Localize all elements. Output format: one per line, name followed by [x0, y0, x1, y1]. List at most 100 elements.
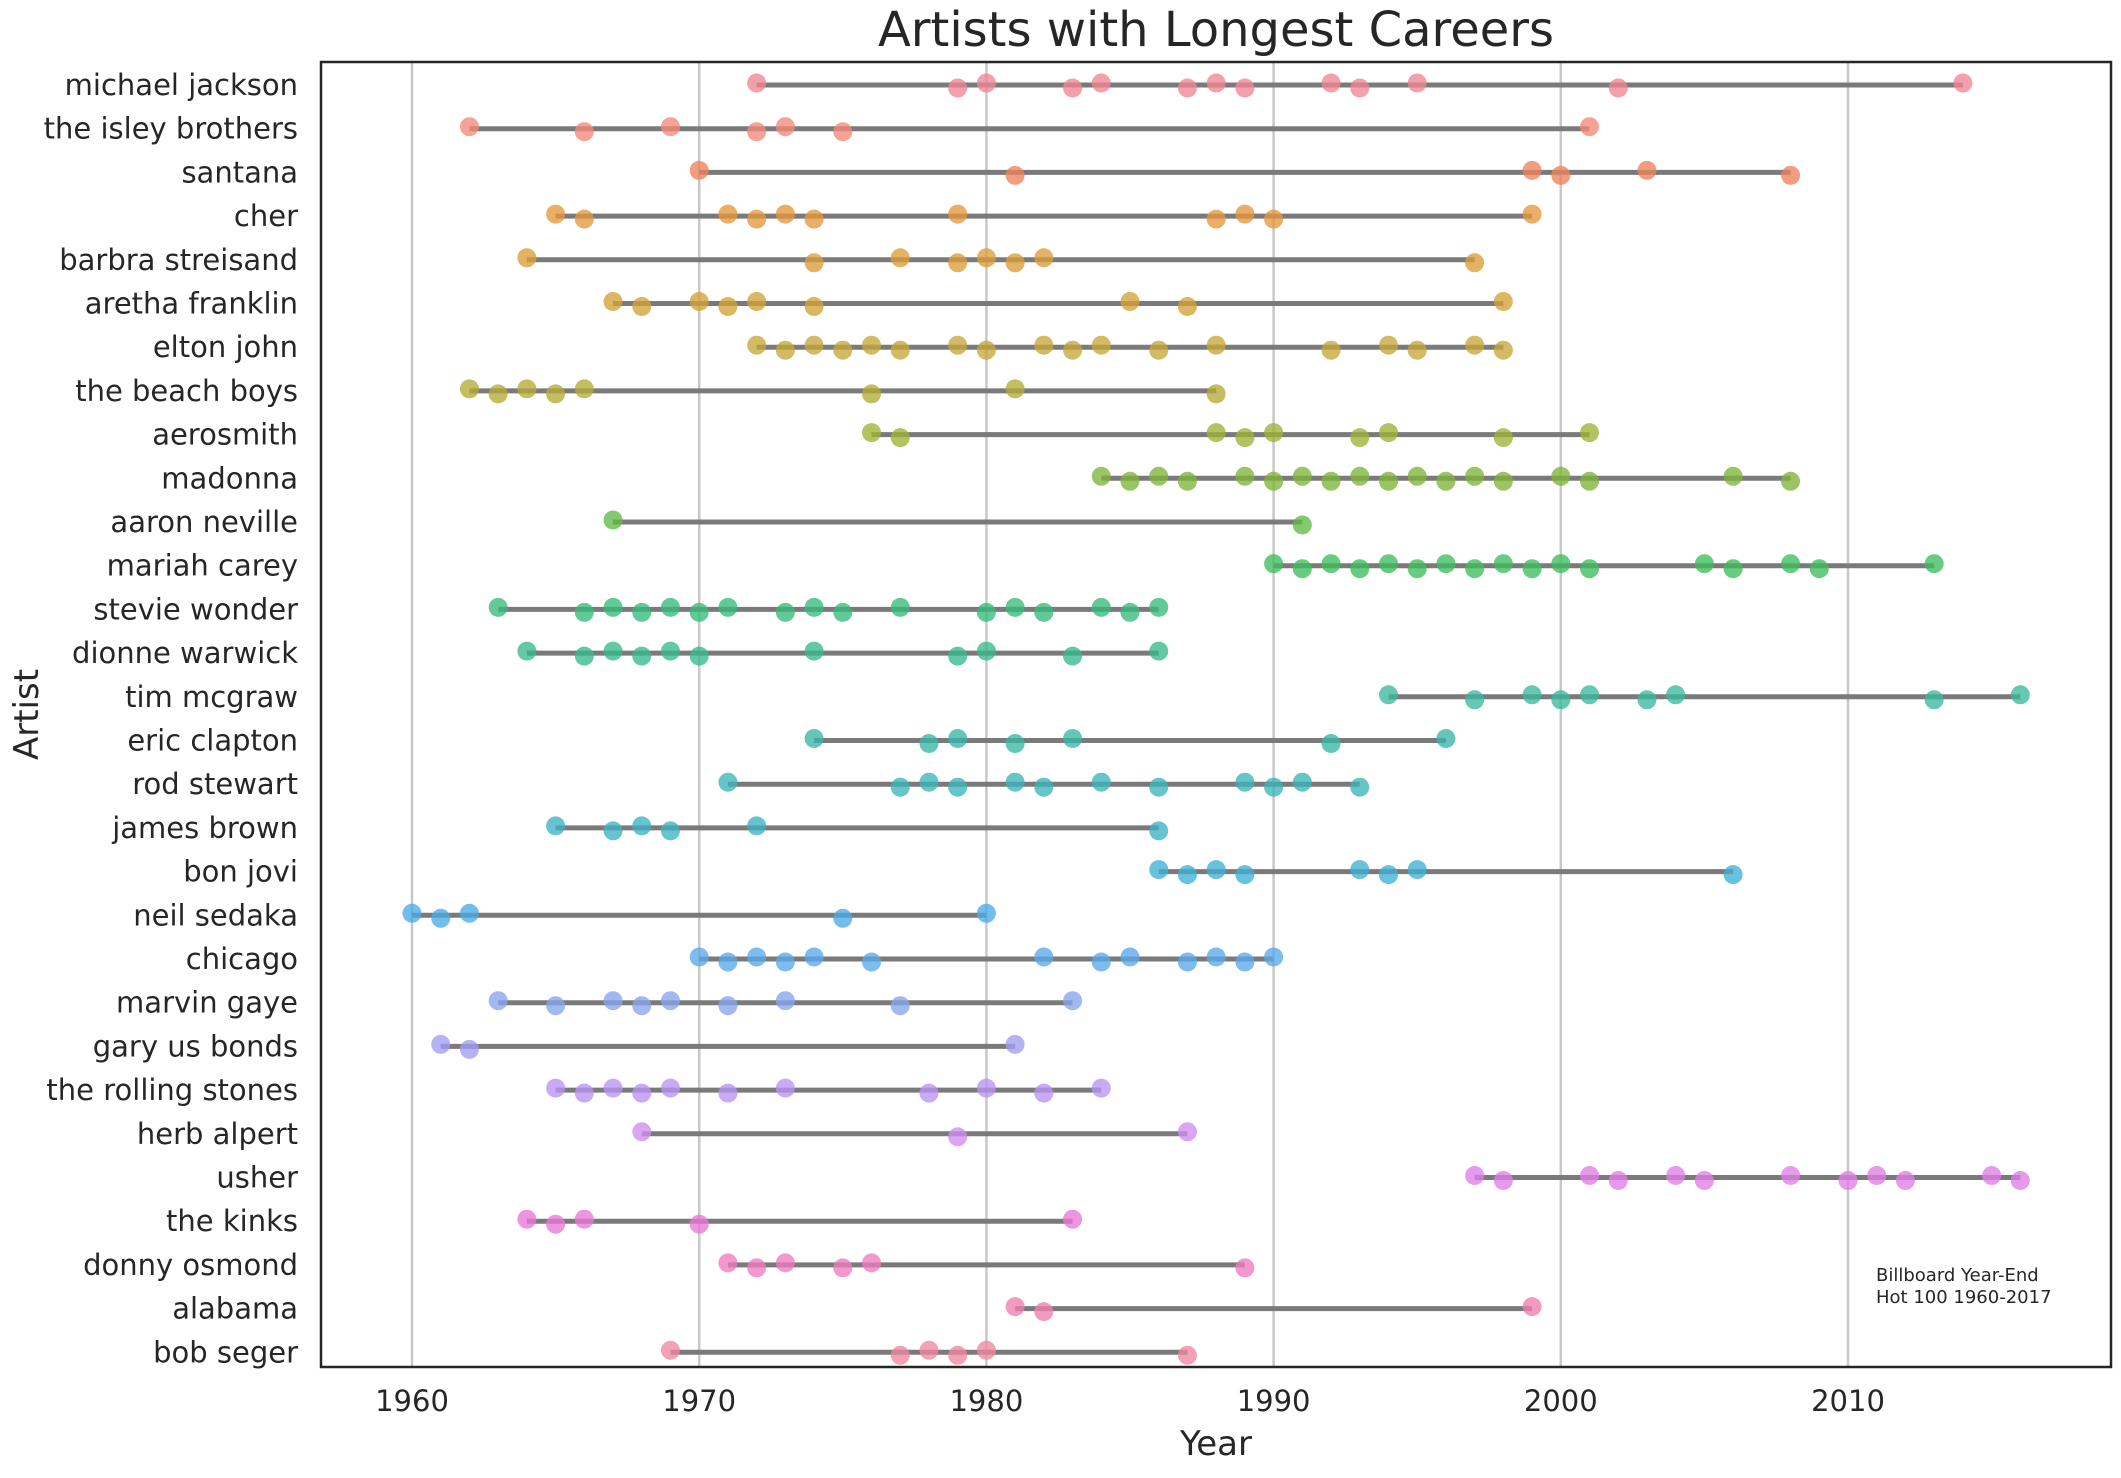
- point-chicago-1970: [689, 947, 709, 967]
- point-donny-osmond-1975: [833, 1258, 853, 1278]
- point-aretha-franklin-1972: [747, 292, 767, 311]
- point-michael-jackson-1972: [747, 73, 767, 93]
- point-herb-alpert-1979: [948, 1127, 968, 1147]
- point-the-beach-boys-1988: [1206, 384, 1226, 404]
- point-marvin-gaye-1971: [718, 996, 738, 1016]
- grid-layer: [410, 62, 1850, 1367]
- point-barbra-streisand-1980: [976, 248, 996, 268]
- point-dionne-warwick-1974: [804, 641, 824, 661]
- point-chicago-1984: [1091, 952, 1111, 972]
- point-the-isley-brothers-1966: [574, 122, 594, 142]
- point-the-beach-boys-1981: [1005, 379, 1025, 399]
- point-michael-jackson-1980: [976, 73, 996, 93]
- point-eric-clapton-1979: [948, 729, 968, 748]
- point-the-rolling-stones-1967: [603, 1078, 623, 1098]
- point-barbra-streisand-1964: [517, 248, 537, 268]
- point-the-rolling-stones-1969: [660, 1078, 680, 1098]
- point-cher-1974: [804, 209, 824, 229]
- point-chicago-1985: [1120, 947, 1140, 967]
- source-note-line-2: Hot 100 1960-2017: [1876, 1287, 2052, 1308]
- point-chicago-1972: [747, 947, 767, 967]
- point-marvin-gaye-1973: [775, 991, 795, 1011]
- point-aretha-franklin-1987: [1177, 297, 1197, 316]
- point-elton-john-1997: [1465, 335, 1485, 355]
- point-stevie-wonder-1981: [1005, 597, 1025, 617]
- point-rod-stewart-1971: [718, 772, 738, 792]
- point-aaron-neville-1967: [603, 510, 623, 530]
- point-rod-stewart-1977: [890, 777, 910, 797]
- artist-label-aerosmith: aerosmith: [152, 418, 298, 452]
- point-rod-stewart-1984: [1091, 772, 1111, 792]
- point-james-brown-1969: [660, 821, 680, 841]
- artist-label-james-brown: james brown: [111, 811, 298, 845]
- point-chicago-1989: [1235, 952, 1255, 972]
- point-madonna-1997: [1465, 466, 1485, 486]
- point-aerosmith-2001: [1580, 423, 1600, 443]
- point-usher-2010: [1838, 1171, 1858, 1190]
- point-madonna-1990: [1264, 471, 1284, 491]
- point-madonna-1987: [1177, 471, 1197, 491]
- point-aerosmith-1994: [1378, 423, 1398, 443]
- x-tick-label: 1990: [1237, 1384, 1311, 1418]
- point-usher-2005: [1694, 1171, 1714, 1190]
- point-the-rolling-stones-1978: [919, 1083, 939, 1103]
- artist-label-the-isley-brothers: the isley brothers: [44, 112, 298, 146]
- point-donny-osmond-1989: [1235, 1258, 1255, 1278]
- plot-frame: [319, 60, 2113, 1369]
- point-michael-jackson-1993: [1350, 78, 1370, 98]
- point-tim-mcgraw-1997: [1465, 690, 1485, 710]
- point-cher-1979: [948, 204, 968, 224]
- point-the-kinks-1970: [689, 1214, 709, 1234]
- point-rod-stewart-1978: [919, 772, 939, 792]
- point-donny-osmond-1976: [862, 1253, 882, 1273]
- artist-label-the-kinks: the kinks: [166, 1204, 298, 1238]
- artist-label-eric-clapton: eric clapton: [127, 724, 298, 758]
- point-michael-jackson-1989: [1235, 78, 1255, 98]
- point-stevie-wonder-1986: [1149, 597, 1169, 617]
- point-dionne-warwick-1983: [1063, 646, 1083, 666]
- point-usher-2001: [1580, 1166, 1600, 1185]
- point-elton-john-1983: [1063, 340, 1083, 360]
- point-madonna-1991: [1292, 466, 1312, 486]
- point-james-brown-1986: [1149, 821, 1169, 841]
- x-axis-title: Year: [1179, 1424, 1252, 1464]
- point-michael-jackson-1984: [1091, 73, 1111, 93]
- point-cher-1966: [574, 209, 594, 229]
- point-barbra-streisand-1974: [804, 253, 824, 273]
- point-neil-sedaka-1960: [402, 903, 422, 923]
- point-cher-1990: [1264, 209, 1284, 229]
- x-tick-label: 2000: [1524, 1384, 1598, 1418]
- artist-label-cher: cher: [234, 199, 298, 233]
- point-madonna-1995: [1407, 466, 1427, 486]
- point-chicago-1982: [1034, 947, 1054, 967]
- point-dionne-warwick-1969: [660, 641, 680, 661]
- y-axis-labels: michael jackson the isley brothers santana…: [44, 68, 299, 1369]
- point-neil-sedaka-1961: [431, 908, 451, 928]
- artist-label-bon-jovi: bon jovi: [183, 855, 298, 889]
- point-marvin-gaye-1963: [488, 991, 508, 1011]
- point-stevie-wonder-1982: [1034, 602, 1054, 622]
- point-the-rolling-stones-1968: [632, 1083, 652, 1103]
- point-aerosmith-1989: [1235, 428, 1255, 448]
- point-elton-john-1988: [1206, 335, 1226, 355]
- point-the-isley-brothers-1969: [660, 117, 680, 137]
- point-stevie-wonder-1980: [976, 602, 996, 622]
- artist-label-madonna: madonna: [161, 461, 298, 495]
- point-elton-john-1975: [833, 340, 853, 360]
- point-cher-1988: [1206, 209, 1226, 229]
- point-the-rolling-stones-1971: [718, 1083, 738, 1103]
- point-gary-us-bonds-1961: [431, 1034, 451, 1054]
- point-eric-clapton-1981: [1005, 734, 1025, 753]
- x-tick-label: 1970: [662, 1384, 736, 1418]
- point-bon-jovi-1989: [1235, 865, 1255, 885]
- point-elton-john-1974: [804, 335, 824, 355]
- point-usher-2008: [1781, 1166, 1801, 1185]
- artist-label-herb-alpert: herb alpert: [137, 1117, 298, 1151]
- point-bob-seger-1980: [976, 1340, 996, 1360]
- point-james-brown-1968: [632, 816, 652, 836]
- point-marvin-gaye-1983: [1063, 991, 1083, 1011]
- point-mariah-carey-1997: [1465, 559, 1485, 579]
- point-stevie-wonder-1971: [718, 597, 738, 617]
- point-james-brown-1965: [546, 816, 566, 836]
